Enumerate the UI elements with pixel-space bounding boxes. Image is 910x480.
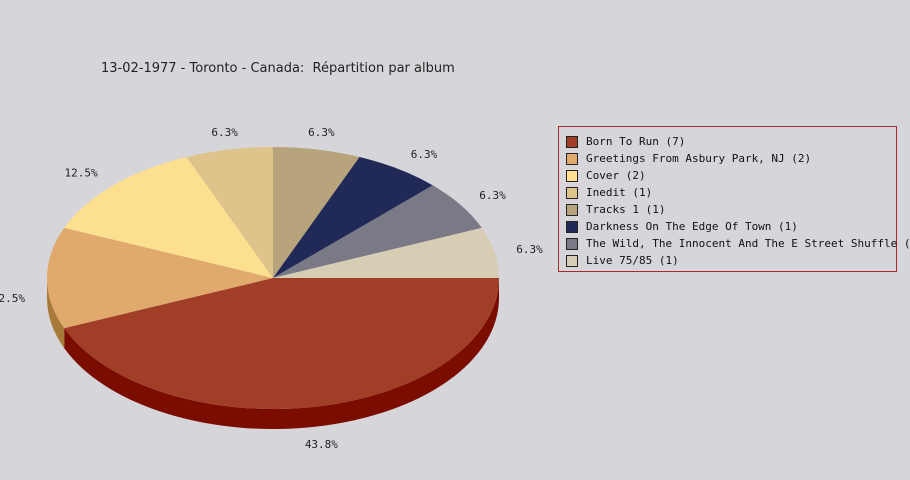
pie-slice-side-1 bbox=[47, 278, 65, 349]
pie-slice-1[interactable] bbox=[47, 227, 274, 329]
legend-item: Tracks 1 (1) bbox=[566, 201, 896, 218]
legend-label: The Wild, The Innocent And The E Street … bbox=[586, 237, 910, 250]
legend-swatch bbox=[566, 169, 578, 182]
pie-slice-label-4: 6.3% bbox=[308, 126, 335, 139]
legend-item: The Wild, The Innocent And The E Street … bbox=[566, 235, 910, 252]
legend-label: Cover (2) bbox=[586, 169, 646, 182]
pie-slice-side-0 bbox=[64, 278, 500, 430]
legend-item: Cover (2) bbox=[566, 167, 896, 184]
legend-swatch bbox=[566, 152, 578, 165]
legend-item: Darkness On The Edge Of Town (1) bbox=[566, 218, 896, 235]
legend-swatch bbox=[566, 186, 578, 199]
legend-item: Inedit (1) bbox=[566, 184, 896, 201]
legend-label: Greetings From Asbury Park, NJ (2) bbox=[586, 152, 812, 165]
legend-label: Darkness On The Edge Of Town (1) bbox=[586, 220, 798, 233]
pie-slice-label-2: 12.5% bbox=[65, 167, 98, 180]
legend-swatch bbox=[566, 135, 578, 148]
legend-swatch bbox=[566, 203, 578, 216]
chart-legend: Born To Run (7) Greetings From Asbury Par… bbox=[558, 126, 910, 272]
pie-slice-label-5: 6.3% bbox=[411, 148, 438, 161]
legend-item: Greetings From Asbury Park, NJ (2) bbox=[566, 150, 896, 167]
pie-slice-label-7: 6.3% bbox=[516, 243, 543, 256]
legend-item: Live 75/85 (1) bbox=[566, 252, 896, 269]
pie-slice-5[interactable] bbox=[273, 156, 433, 278]
pie-slice-label-3: 6.3% bbox=[211, 126, 238, 139]
pie-slice-label-1: 12.5% bbox=[0, 292, 25, 305]
legend-swatch bbox=[566, 220, 578, 233]
legend-swatch bbox=[566, 254, 578, 267]
legend-label: Live 75/85 (1) bbox=[586, 254, 679, 267]
pie-slice-label-0: 43.8% bbox=[305, 438, 338, 451]
legend-item: Born To Run (7) bbox=[566, 133, 896, 150]
pie-slice-0[interactable] bbox=[64, 278, 500, 410]
legend-label: Born To Run (7) bbox=[586, 135, 686, 148]
legend-label: Tracks 1 (1) bbox=[586, 203, 666, 216]
pie-slice-7[interactable] bbox=[273, 227, 499, 278]
pie-slice-3[interactable] bbox=[186, 147, 273, 278]
legend-label: Inedit (1) bbox=[586, 186, 653, 199]
pie-slice-2[interactable] bbox=[64, 156, 274, 278]
chart-title: 13-02-1977 - Toronto - Canada: Répartiti… bbox=[101, 61, 455, 76]
pie-slice-label-6: 6.3% bbox=[479, 189, 506, 202]
legend-swatch bbox=[566, 237, 578, 250]
pie-slice-4[interactable] bbox=[273, 147, 360, 278]
pie-slice-6[interactable] bbox=[273, 185, 482, 278]
